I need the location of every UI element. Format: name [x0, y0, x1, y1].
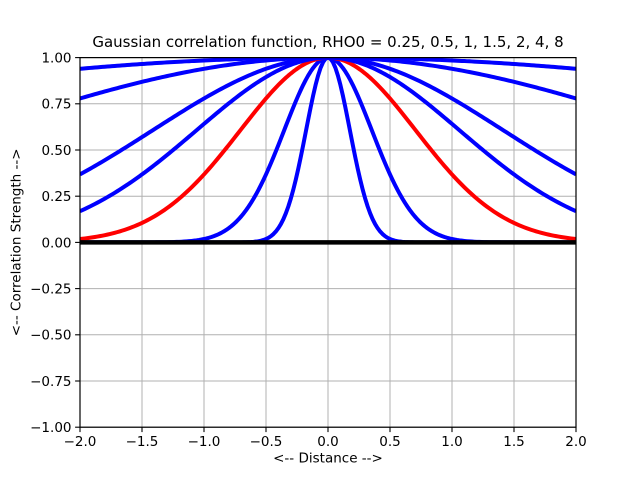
- y-tick-label: 0.25: [41, 189, 71, 205]
- chart-title: Gaussian correlation function, RHO0 = 0.…: [92, 33, 563, 51]
- x-axis-tick-labels: −2.0 −1.5 −1.0 −0.5 0.0 0.5 1.0 1.5 2.0: [64, 434, 587, 450]
- x-tick-label: 2.0: [565, 434, 586, 450]
- x-tick-label: 1.5: [503, 434, 524, 450]
- y-tick-label: −1.00: [30, 420, 71, 436]
- x-tick-label: 0.0: [317, 434, 338, 450]
- y-axis-label: <-- Correlation Strength -->: [9, 148, 25, 336]
- y-tick-label: −0.25: [30, 282, 71, 298]
- x-axis-label: <-- Distance -->: [273, 451, 383, 467]
- y-axis-tick-labels: −1.00 −0.75 −0.50 −0.25 0.00 0.25 0.50 0.75 1.00: [30, 51, 71, 437]
- x-axis-ticks: [79, 427, 577, 433]
- y-tick-label: 1.00: [41, 51, 71, 67]
- y-tick-label: −0.50: [30, 328, 71, 344]
- x-tick-label: 1.0: [441, 434, 462, 450]
- x-tick-label: −2.0: [64, 434, 97, 450]
- x-tick-label: −1.0: [188, 434, 221, 450]
- y-tick-label: 0.00: [41, 235, 71, 251]
- y-tick-label: −0.75: [30, 374, 71, 390]
- y-axis-ticks: [75, 57, 80, 428]
- x-tick-label: 0.5: [379, 434, 400, 450]
- x-tick-label: −0.5: [250, 434, 283, 450]
- y-tick-label: 0.75: [41, 97, 71, 113]
- x-tick-label: −1.5: [126, 434, 159, 450]
- y-tick-label: 0.50: [41, 143, 71, 159]
